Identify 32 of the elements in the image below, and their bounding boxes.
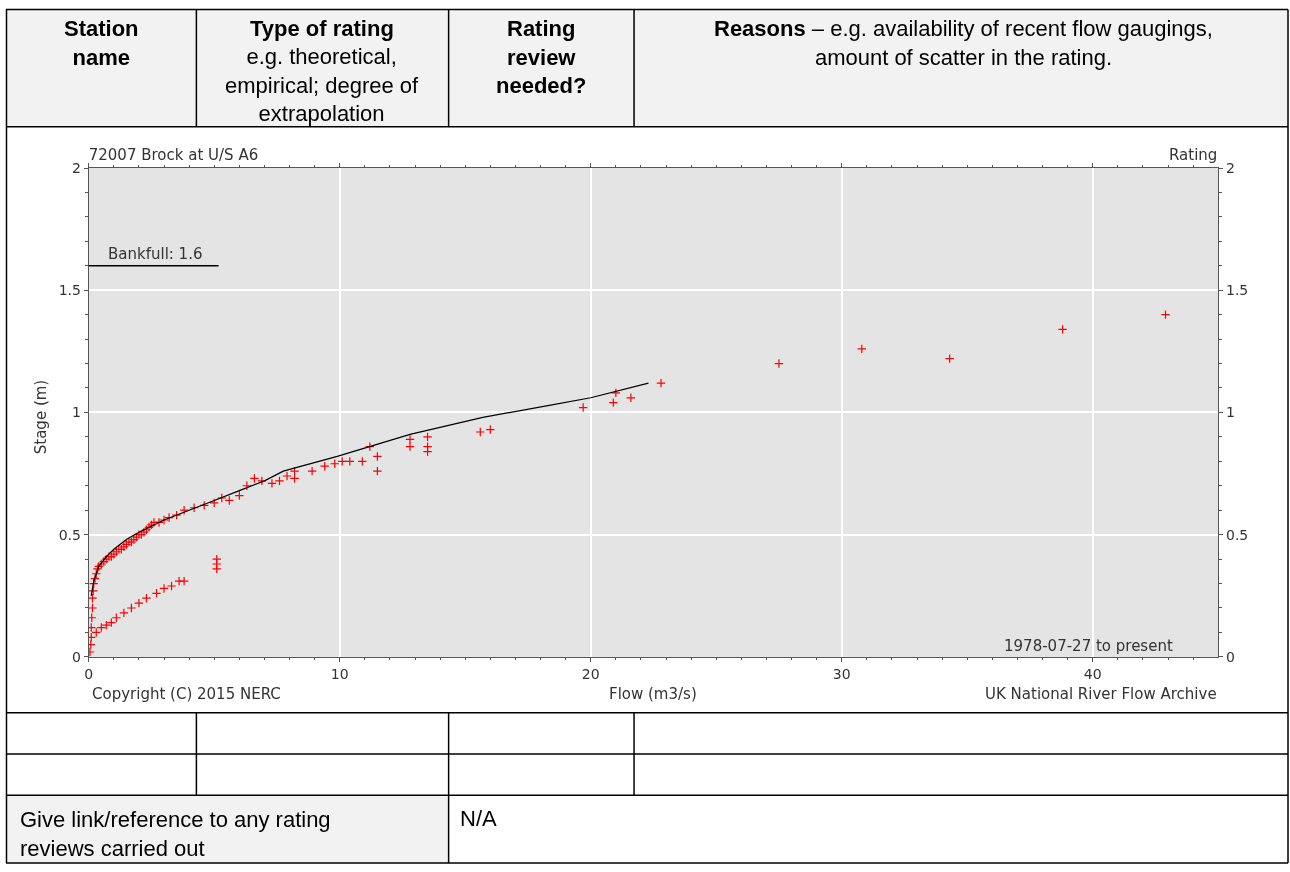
- text: Station name: [64, 16, 139, 70]
- x-tick-label: 30: [832, 665, 851, 682]
- line-series: [90, 382, 650, 597]
- y-axis-title: Stage (m): [31, 379, 50, 455]
- ref-line-label: Bankfull: 1.6: [108, 245, 203, 263]
- y2-tick-label: 0.5: [1226, 526, 1249, 543]
- y-tick-label: 1: [72, 404, 81, 421]
- text: Reasons: [714, 16, 806, 41]
- text: e.g. theoretical, empirical; degree of extrapolation: [225, 44, 420, 127]
- annotation: 1978-07-27 to present: [1004, 637, 1173, 655]
- y-tick-label: 0.5: [58, 526, 81, 543]
- text: Copyright (C) 2015 NERC: [92, 685, 281, 703]
- x-tick-label: 40: [1083, 665, 1102, 682]
- text: Type of rating: [250, 16, 394, 41]
- y-tick-label: 1.5: [58, 282, 81, 299]
- text: Rating: [1169, 146, 1218, 164]
- y2-tick-label: 1.5: [1226, 282, 1249, 299]
- text: – e.g. availability of recent flow gaugings, amount of scatter in the rating.: [811, 16, 1213, 70]
- x-tick-label: 0: [84, 665, 94, 682]
- text: UK National River Flow Archive: [985, 685, 1217, 703]
- y2-tick-label: 1: [1226, 404, 1235, 421]
- y2-tick-label: 2: [1226, 159, 1235, 176]
- text: Give link/reference to any rating reviews carried out: [20, 807, 331, 861]
- y2-tick-label: 0: [1226, 648, 1235, 665]
- y-tick-label: 0: [72, 648, 81, 665]
- x-axis-title: Flow (m3/s): [609, 685, 697, 703]
- text: Rating review needed?: [496, 16, 587, 99]
- x-tick-label: 20: [581, 665, 600, 682]
- text: N/A: [460, 806, 497, 831]
- y-tick-label: 2: [72, 159, 81, 176]
- x-tick-label: 10: [330, 665, 349, 682]
- chart-title: 72007 Brock at U/S A6: [88, 145, 259, 164]
